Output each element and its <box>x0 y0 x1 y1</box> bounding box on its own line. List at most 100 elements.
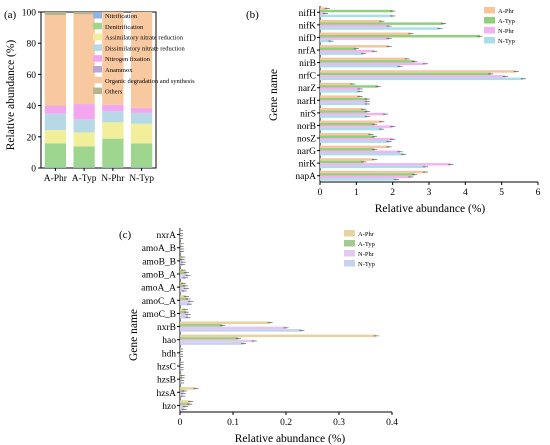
panel-a-legend-swatch <box>93 12 102 19</box>
panel-c-label: (c) <box>119 229 132 241</box>
panel-c-xtick-label: 0.2 <box>280 418 292 428</box>
panel-c-xlabel: Relative abundance (%) <box>235 433 346 445</box>
panel-b-bar <box>320 148 375 151</box>
panel-b-bar <box>320 95 360 98</box>
panel-b-bar <box>320 173 415 176</box>
panel-a-xtick-label: A-Typ <box>72 174 97 184</box>
panel-a-bar-segment <box>73 146 95 168</box>
panel-b-bar <box>320 112 386 116</box>
panel-b-bar <box>320 39 331 43</box>
panel-c-bar <box>180 308 186 311</box>
panel-c-ytick-label: amoB_B <box>142 257 176 267</box>
panel-c-bar <box>180 324 223 327</box>
panel-a-bar-segment <box>44 143 67 168</box>
panel-b-legend-swatch <box>484 17 495 24</box>
panel-b-bar <box>320 102 368 106</box>
panel-b-bar <box>320 110 368 113</box>
panel-c-bar <box>180 334 377 338</box>
panel-b-bar <box>320 9 393 13</box>
panel-b-bar <box>320 52 364 55</box>
panel-c-bar <box>180 276 186 280</box>
panel-b-xtick-label: 6 <box>536 188 541 198</box>
panel-b-xlabel: Relative abundance (%) <box>375 203 486 215</box>
panel-a-ytick-label: 80 <box>27 40 37 50</box>
panel-c-bar <box>180 339 255 343</box>
panel-b-ytick-label: nosZ <box>297 135 316 145</box>
panel-a-bar-segment <box>44 15 67 106</box>
panel-a-bar-segment <box>44 130 67 144</box>
panel-a-label: (a) <box>4 9 17 21</box>
panel-a-ytick-label: 20 <box>27 133 37 143</box>
panel-b-bar <box>320 97 368 101</box>
panel-b-bar <box>320 72 491 76</box>
panel-c-legend-swatch <box>344 250 355 257</box>
panel-b-bar <box>320 70 517 73</box>
panel-a-bar-segment <box>130 12 153 108</box>
panel-a-legend-label: Anammox <box>105 67 133 74</box>
panel-c-legend-swatch <box>344 240 355 247</box>
panel-a-bar-segment <box>130 108 153 113</box>
panel-b-bar <box>320 32 411 35</box>
panel-a-legend-swatch <box>93 66 102 73</box>
panel-a-legend-label: Nitrification <box>105 13 138 20</box>
panel-b-bar <box>320 19 382 23</box>
panel-a-ytick-label: 60 <box>27 71 37 81</box>
panel-c-legend-swatch <box>344 260 355 267</box>
panel-c-ytick-label: hzsA <box>156 389 176 399</box>
panel-c-xtick-label: 0 <box>178 418 183 428</box>
panel-b-bar <box>320 163 451 166</box>
panel-a-legend-label: Assimilatory nitrate reduction <box>105 35 184 42</box>
panel-c-bar <box>180 302 190 306</box>
panel-c-ytick-label: hzsB <box>157 376 176 386</box>
panel-a-bar-segment <box>44 105 67 114</box>
panel-c-ytick-label: amoB_A <box>142 271 176 281</box>
panel-b-xtick-label: 0 <box>318 188 323 198</box>
panel-b-bar <box>320 85 379 88</box>
panel-b-bar <box>320 14 393 18</box>
panel-a-bar-segment <box>44 113 67 131</box>
panel-c-ytick-label: hdh <box>162 349 177 359</box>
panel-a-chart: 0 20 40 60 80 100 A-Phr A-Typ N-Phr N-Typ Nitrific… <box>22 9 195 185</box>
panel-a-legend-label: Others <box>105 89 123 96</box>
panel-a-legend-swatch <box>93 76 102 84</box>
panel-c-bar <box>180 342 244 345</box>
panel-a-legend-label: Nitrogen fixation <box>105 56 151 63</box>
panel-b-bar <box>320 127 382 131</box>
panel-c-ytick-label: hzsC <box>157 363 176 373</box>
panel-b-label: (b) <box>246 9 259 21</box>
panel-b-bar <box>320 62 426 66</box>
panel-a-bar-segment <box>73 14 95 105</box>
panel-c-ytick-label: hao <box>162 336 176 346</box>
panel-b-xtick-label: 3 <box>427 188 432 198</box>
panel-a-bar-segment <box>102 12 124 105</box>
panel-a-bar-segment <box>44 12 67 16</box>
panel-b-bar <box>320 158 375 161</box>
panel-c-bar <box>180 271 187 274</box>
panel-b-bar <box>320 115 368 118</box>
panel-b-bar <box>320 170 426 174</box>
panel-c-bar <box>180 400 191 403</box>
panel-a-legend-swatch <box>93 22 102 30</box>
panel-b-xtick-label: 4 <box>463 188 468 198</box>
panel-c-xtick-label: 0.3 <box>333 418 345 428</box>
panel-b-ytick-label: nifH <box>299 8 317 19</box>
panel-a-legend-label: Organic degradation and synthesis <box>105 78 195 85</box>
panel-b-ytick-label: nirB <box>299 59 316 69</box>
panel-c-bar <box>180 402 190 406</box>
panel-b-bar <box>320 100 368 103</box>
panel-a-ytick-label: 40 <box>27 102 37 112</box>
panel-b-ytick-label: nirS <box>300 109 316 119</box>
panel-b-ytick-label: nrfC <box>299 71 316 82</box>
panel-c-legend-label: A-Phr <box>358 231 375 238</box>
panel-c-bar <box>180 284 186 288</box>
panel-c-bar <box>180 295 187 298</box>
panel-b-ytick-label: nifK <box>299 20 317 31</box>
panel-b-xtick-label: 1 <box>354 188 359 198</box>
panel-c-bar <box>180 313 188 316</box>
panel-b-bar <box>320 82 353 86</box>
panel-a-bar-segment <box>73 119 95 133</box>
panel-b-bar <box>320 27 440 30</box>
panel-c-bar <box>180 310 187 314</box>
panel-c-ylabel: Gene name <box>128 309 140 361</box>
